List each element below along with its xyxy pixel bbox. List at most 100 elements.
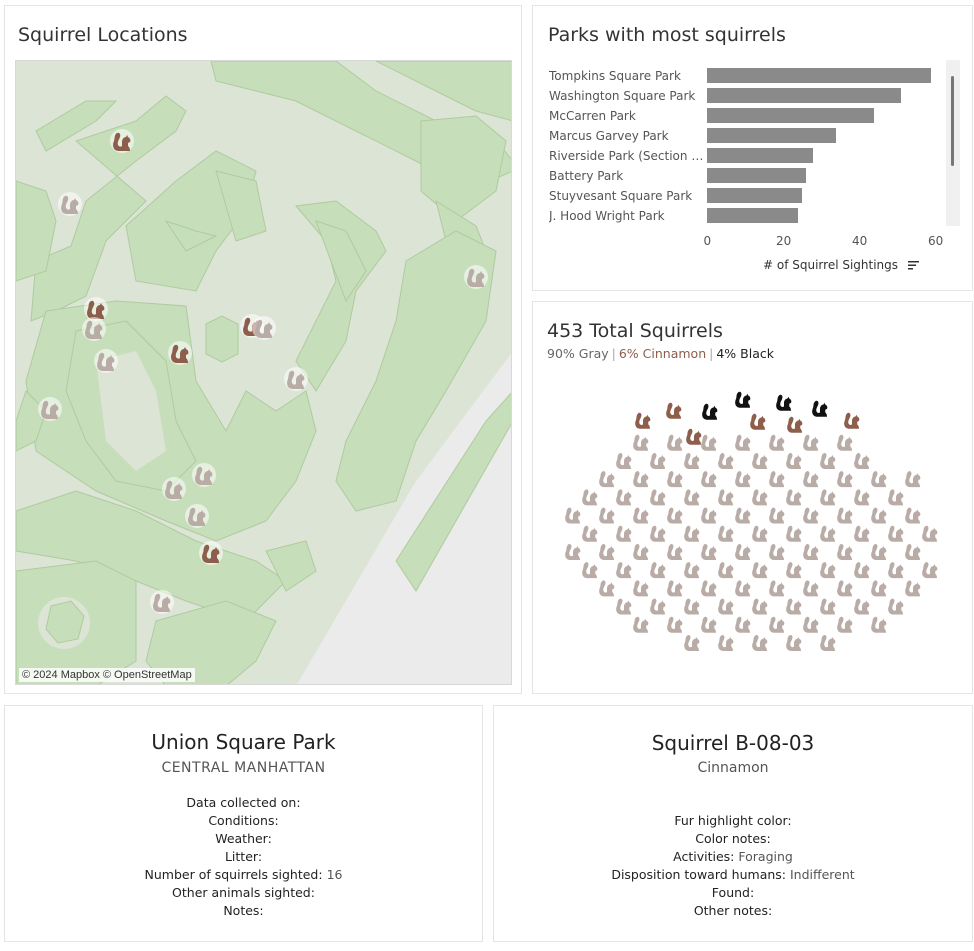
x-axis-title[interactable]: # of Squirrel Sightings xyxy=(763,258,919,273)
cluster-squirrel-gray[interactable] xyxy=(769,580,785,597)
bar[interactable] xyxy=(707,148,814,163)
cluster-squirrel-gray[interactable] xyxy=(718,562,734,579)
cluster-squirrel-gray[interactable] xyxy=(922,525,938,542)
cluster-squirrel-gray[interactable] xyxy=(803,471,819,488)
cluster-squirrel-gray[interactable] xyxy=(786,525,802,542)
cluster-squirrel-gray[interactable] xyxy=(837,543,853,560)
cluster-squirrel-gray[interactable] xyxy=(667,616,683,633)
cluster-squirrel-gray[interactable] xyxy=(701,543,717,560)
cluster-squirrel-gray[interactable] xyxy=(735,507,751,524)
cluster-squirrel-black[interactable] xyxy=(735,391,751,408)
cluster-squirrel-gray[interactable] xyxy=(752,598,768,615)
cluster-squirrel-gray[interactable] xyxy=(735,471,751,488)
cluster-squirrel-cinnamon[interactable] xyxy=(844,412,860,429)
cluster-squirrel-gray[interactable] xyxy=(922,562,938,579)
cluster-squirrel-gray[interactable] xyxy=(905,543,921,560)
sort-descending-icon[interactable] xyxy=(907,259,919,273)
cluster-squirrel-black[interactable] xyxy=(702,403,718,420)
bar-row[interactable]: J. Hood Wright Park xyxy=(533,206,943,226)
cluster-squirrel-gray[interactable] xyxy=(667,434,683,451)
bar[interactable] xyxy=(707,188,802,203)
cluster-squirrel-gray[interactable] xyxy=(752,634,768,651)
cluster-squirrel-cinnamon[interactable] xyxy=(635,412,651,429)
cluster-squirrel-gray[interactable] xyxy=(854,562,870,579)
squirrel-cluster[interactable] xyxy=(533,372,974,692)
cluster-squirrel-gray[interactable] xyxy=(769,616,785,633)
cluster-squirrel-gray[interactable] xyxy=(854,525,870,542)
cluster-squirrel-gray[interactable] xyxy=(599,471,615,488)
cluster-squirrel-gray[interactable] xyxy=(837,471,853,488)
cluster-squirrel-cinnamon[interactable] xyxy=(787,416,803,433)
cluster-squirrel-gray[interactable] xyxy=(837,616,853,633)
cluster-squirrel-gray[interactable] xyxy=(616,562,632,579)
cluster-squirrel-gray[interactable] xyxy=(684,634,700,651)
cluster-squirrel-gray[interactable] xyxy=(684,452,700,469)
cluster-squirrel-gray[interactable] xyxy=(701,580,717,597)
cluster-squirrel-gray[interactable] xyxy=(871,471,887,488)
bar[interactable] xyxy=(707,168,806,183)
bar[interactable] xyxy=(707,68,932,83)
cluster-squirrel-gray[interactable] xyxy=(667,471,683,488)
cluster-squirrel-gray[interactable] xyxy=(633,543,649,560)
cluster-squirrel-gray[interactable] xyxy=(820,452,836,469)
cluster-squirrel-gray[interactable] xyxy=(820,562,836,579)
cluster-squirrel-cinnamon[interactable] xyxy=(686,428,702,445)
cluster-squirrel-gray[interactable] xyxy=(633,507,649,524)
cluster-squirrel-gray[interactable] xyxy=(701,471,717,488)
bar-chart-scrollbar[interactable] xyxy=(946,60,960,226)
cluster-squirrel-gray[interactable] xyxy=(735,543,751,560)
cluster-squirrel-gray[interactable] xyxy=(837,507,853,524)
bar-row[interactable]: Marcus Garvey Park xyxy=(533,126,943,146)
cluster-squirrel-gray[interactable] xyxy=(633,434,649,451)
cluster-squirrel-gray[interactable] xyxy=(735,434,751,451)
cluster-squirrel-gray[interactable] xyxy=(718,634,734,651)
cluster-squirrel-gray[interactable] xyxy=(650,562,666,579)
cluster-squirrel-gray[interactable] xyxy=(565,507,581,524)
cluster-squirrel-gray[interactable] xyxy=(650,525,666,542)
cluster-squirrel-gray[interactable] xyxy=(684,598,700,615)
cluster-squirrel-gray[interactable] xyxy=(854,452,870,469)
cluster-squirrel-gray[interactable] xyxy=(905,580,921,597)
cluster-squirrel-gray[interactable] xyxy=(752,562,768,579)
bar-row[interactable]: McCarren Park xyxy=(533,106,943,126)
cluster-squirrel-gray[interactable] xyxy=(599,543,615,560)
cluster-squirrel-gray[interactable] xyxy=(803,580,819,597)
cluster-squirrel-gray[interactable] xyxy=(701,434,717,451)
cluster-squirrel-gray[interactable] xyxy=(735,616,751,633)
cluster-squirrel-black[interactable] xyxy=(776,394,792,411)
cluster-squirrel-gray[interactable] xyxy=(888,598,904,615)
cluster-squirrel-gray[interactable] xyxy=(684,525,700,542)
bar[interactable] xyxy=(707,128,837,143)
cluster-squirrel-gray[interactable] xyxy=(752,525,768,542)
cluster-squirrel-gray[interactable] xyxy=(905,507,921,524)
cluster-squirrel-gray[interactable] xyxy=(803,434,819,451)
cluster-squirrel-gray[interactable] xyxy=(701,507,717,524)
cluster-squirrel-gray[interactable] xyxy=(871,507,887,524)
bar[interactable] xyxy=(707,108,875,123)
cluster-squirrel-gray[interactable] xyxy=(752,452,768,469)
cluster-squirrel-gray[interactable] xyxy=(820,525,836,542)
squirrel-map[interactable]: © 2024 Mapbox © OpenStreetMap xyxy=(15,60,512,685)
bar-row[interactable]: Tompkins Square Park xyxy=(533,66,943,86)
cluster-squirrel-gray[interactable] xyxy=(854,598,870,615)
cluster-squirrel-gray[interactable] xyxy=(837,434,853,451)
cluster-squirrel-gray[interactable] xyxy=(718,452,734,469)
cluster-squirrel-gray[interactable] xyxy=(718,489,734,506)
cluster-squirrel-gray[interactable] xyxy=(633,580,649,597)
cluster-squirrel-gray[interactable] xyxy=(599,580,615,597)
cluster-squirrel-gray[interactable] xyxy=(667,580,683,597)
bar[interactable] xyxy=(707,88,901,103)
cluster-squirrel-gray[interactable] xyxy=(633,616,649,633)
cluster-squirrel-gray[interactable] xyxy=(905,471,921,488)
cluster-squirrel-gray[interactable] xyxy=(786,562,802,579)
cluster-squirrel-gray[interactable] xyxy=(786,634,802,651)
cluster-squirrel-gray[interactable] xyxy=(871,616,887,633)
cluster-squirrel-gray[interactable] xyxy=(820,598,836,615)
cluster-squirrel-gray[interactable] xyxy=(718,525,734,542)
cluster-squirrel-gray[interactable] xyxy=(837,580,853,597)
cluster-squirrel-gray[interactable] xyxy=(820,634,836,651)
cluster-squirrel-gray[interactable] xyxy=(769,543,785,560)
cluster-squirrel-gray[interactable] xyxy=(616,598,632,615)
cluster-squirrel-gray[interactable] xyxy=(650,489,666,506)
cluster-squirrel-cinnamon[interactable] xyxy=(666,402,682,419)
